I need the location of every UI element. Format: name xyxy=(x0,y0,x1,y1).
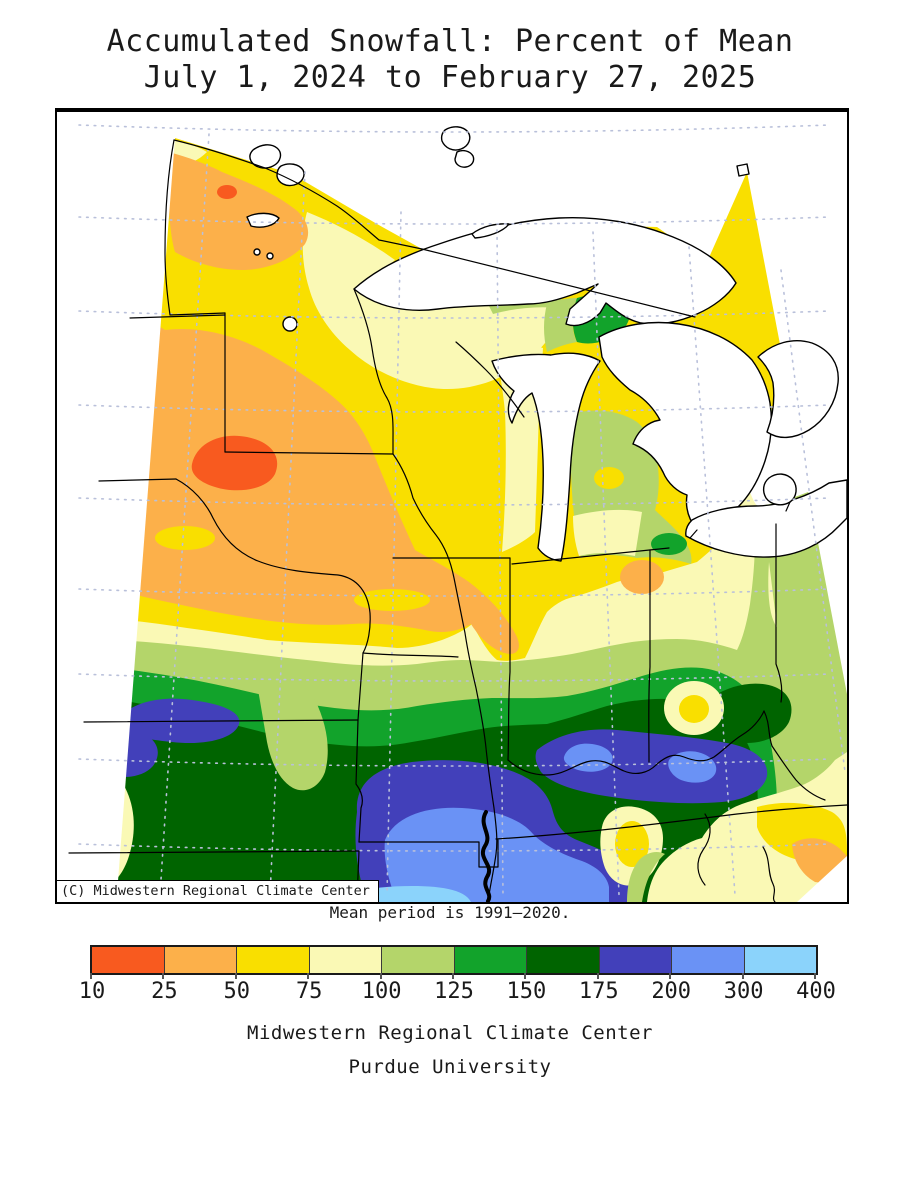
lake-erie xyxy=(685,479,847,558)
footer-university: Purdue University xyxy=(348,1056,552,1078)
legend-segment-150-175 xyxy=(526,947,599,973)
legend-label-10: 10 xyxy=(78,979,106,1004)
legend-tick-125 xyxy=(452,973,454,979)
snowfall-map: (C) Midwestern Regional Climate Center xyxy=(55,108,849,904)
legend-label-75: 75 xyxy=(295,979,323,1004)
legend-tick-50 xyxy=(234,973,237,979)
map-attribution: (C) Midwestern Regional Climate Center xyxy=(57,880,379,902)
in-oh-border xyxy=(648,549,651,763)
mean-period-note: Mean period is 1991–2020. xyxy=(329,903,571,922)
mn-lake-dot1 xyxy=(253,248,261,256)
legend-segment-125-150 xyxy=(453,947,526,973)
legend-label-300: 300 xyxy=(723,979,764,1004)
us-canada-border xyxy=(173,139,423,250)
legend-label-175: 175 xyxy=(578,979,619,1004)
legend-label-100: 100 xyxy=(361,979,402,1004)
ky-va-border xyxy=(763,710,826,801)
legend-segment-200-300 xyxy=(671,947,744,973)
ia-mo-border xyxy=(362,652,459,658)
cumberland-river xyxy=(762,846,776,902)
map-svg xyxy=(57,112,847,902)
legend-label-200: 200 xyxy=(651,979,692,1004)
ontario-small-lake xyxy=(736,163,750,177)
legend-tick-75 xyxy=(307,973,310,979)
water-and-nodata xyxy=(57,112,847,902)
red-lake xyxy=(246,212,280,228)
legend-colorbar xyxy=(90,945,818,975)
canada-nodata-mask xyxy=(57,112,847,694)
legend-tick-400 xyxy=(814,973,816,979)
legend-segment-100-125 xyxy=(381,947,454,973)
ky-tn-border xyxy=(495,804,847,840)
bottom-right-domain-gap xyxy=(797,856,847,902)
mille-lacs xyxy=(282,316,298,332)
title-block: Accumulated Snowfall: Percent of Mean Ju… xyxy=(0,24,900,96)
ks-ok-border xyxy=(68,850,360,854)
georgian-bay xyxy=(757,339,839,439)
legend-segment-300-400 xyxy=(743,947,816,973)
legend-tick-25 xyxy=(162,973,165,979)
legend-tick-100 xyxy=(379,973,382,979)
state-borders xyxy=(68,139,847,902)
mississippi-river xyxy=(392,453,498,896)
mn-ia-border xyxy=(224,451,394,455)
legend-segment-75-100 xyxy=(308,947,381,973)
legend-segment-50-75 xyxy=(236,947,309,973)
wi-mi-up-border xyxy=(455,341,525,418)
legend-labels: 10 25 50 75 100 125 150 175 200 300 400 xyxy=(79,979,836,1005)
mn-lake-dot2 xyxy=(266,252,274,260)
nd-sd-border xyxy=(129,314,226,319)
mo-west-border xyxy=(357,652,364,721)
missouri-river xyxy=(175,478,371,654)
mn-wi-border xyxy=(353,288,394,455)
ks-mo-border xyxy=(355,719,363,843)
footer-center-name: Midwestern Regional Climate Center xyxy=(247,1022,653,1044)
isle-royale xyxy=(471,223,510,239)
legend-segment-25-50 xyxy=(163,947,236,973)
legend-tick-150 xyxy=(524,973,527,979)
tennessee-river xyxy=(697,813,711,886)
border-through-superior xyxy=(421,248,696,318)
legend-label-50: 50 xyxy=(223,979,251,1004)
legend-ticks xyxy=(90,973,818,979)
lower-mississippi xyxy=(481,810,492,902)
legend-tick-200 xyxy=(669,973,672,979)
page-title-line2: July 1, 2024 to February 27, 2025 xyxy=(143,60,757,95)
legend-label-25: 25 xyxy=(151,979,178,1004)
left-domain-gap xyxy=(57,138,175,894)
l-of-woods-lakes xyxy=(249,144,305,187)
ohio-river xyxy=(507,710,765,776)
red-river-nd-mn xyxy=(164,139,226,316)
ne-ks-border xyxy=(83,719,359,723)
il-in-border xyxy=(507,557,511,761)
legend-label-150: 150 xyxy=(506,979,547,1004)
mi-south-border xyxy=(511,547,670,565)
legend-tick-10 xyxy=(90,973,92,979)
st-clair-channel xyxy=(689,501,791,539)
legend-label-125: 125 xyxy=(434,979,474,1004)
nipigon-lakes xyxy=(440,126,475,168)
legend-segment-10-25 xyxy=(92,947,164,973)
oh-pa-border xyxy=(775,523,783,703)
lake-michigan xyxy=(491,352,601,562)
lake-superior xyxy=(353,216,737,327)
page-title-line1: Accumulated Snowfall: Percent of Mean xyxy=(106,24,794,59)
legend-label-400: 400 xyxy=(796,979,836,1004)
sd-ne-border xyxy=(98,478,177,482)
legend-tick-175 xyxy=(596,973,599,979)
legend-segment-175-200 xyxy=(598,947,671,973)
legend-tick-300 xyxy=(741,973,744,979)
